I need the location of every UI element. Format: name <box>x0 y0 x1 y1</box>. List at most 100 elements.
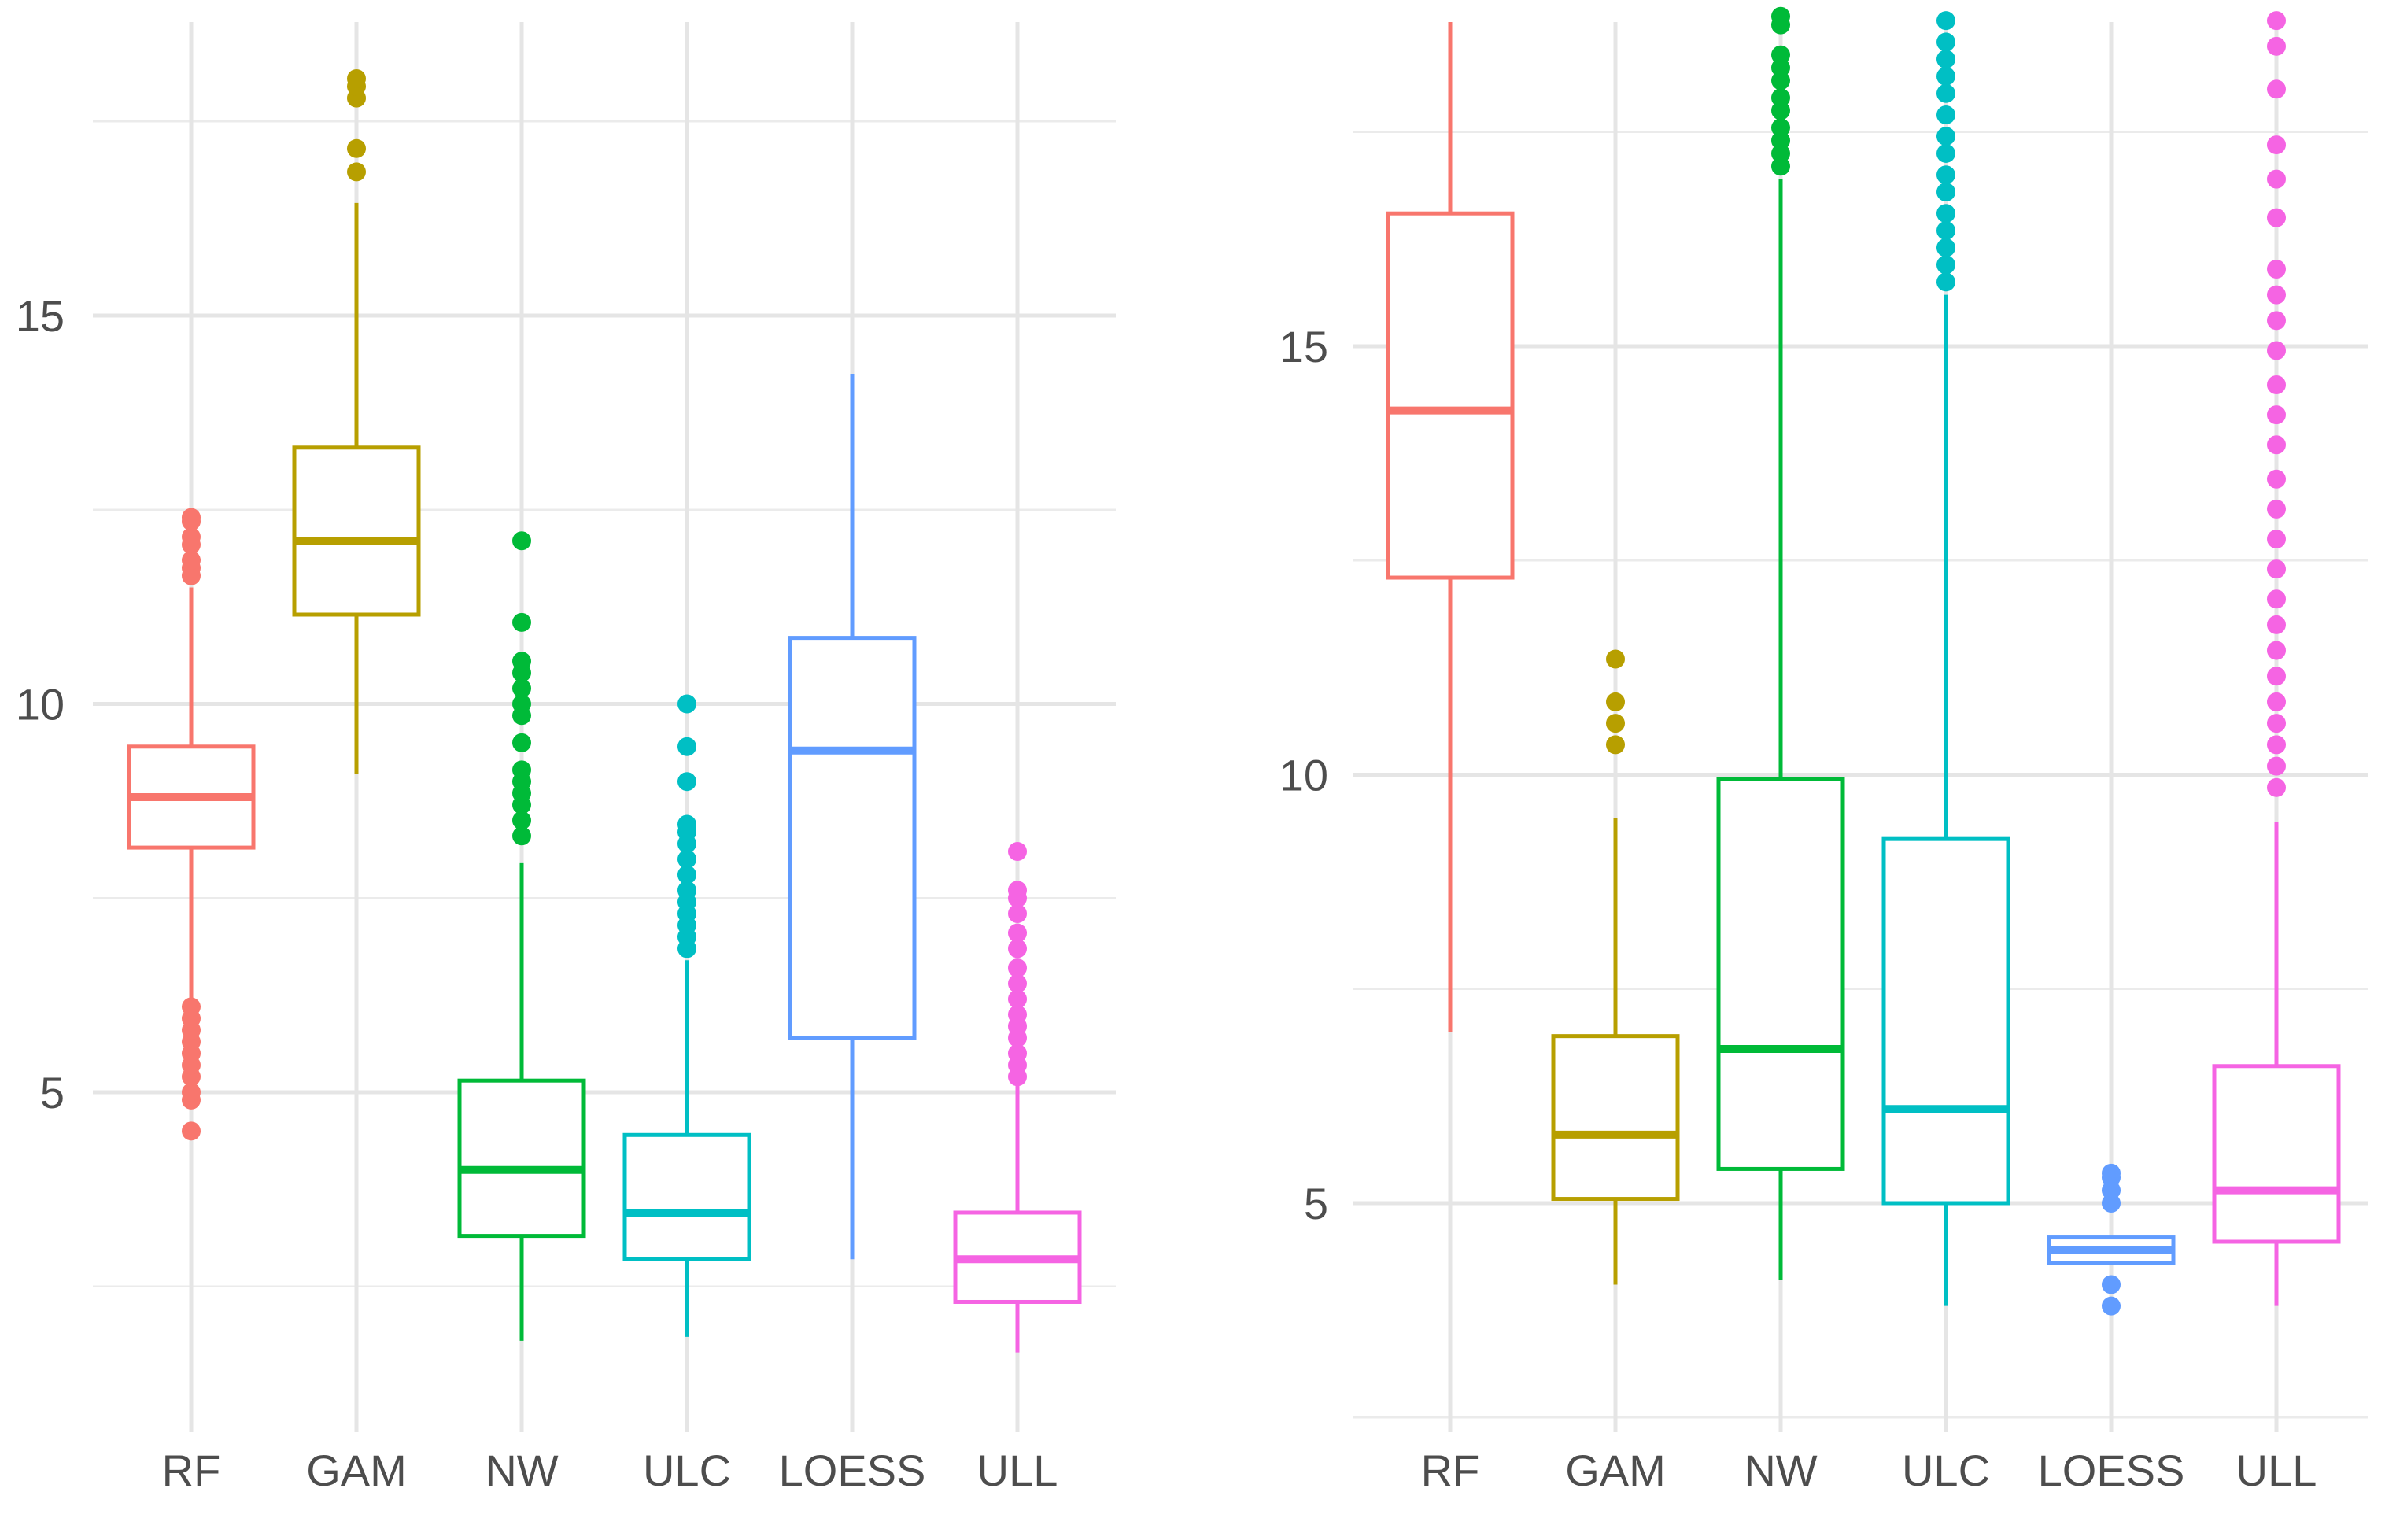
outlier-point <box>2267 469 2286 489</box>
outlier-point <box>2267 405 2286 425</box>
outlier-point <box>1936 238 1955 257</box>
iqr-box <box>1386 211 1515 580</box>
box-ull <box>2212 11 2341 1306</box>
outlier-point <box>2267 375 2286 395</box>
outlier-point <box>512 678 531 698</box>
outlier-point <box>2267 756 2286 776</box>
box-loess <box>2047 1163 2176 1316</box>
iqr-box <box>622 1132 751 1261</box>
outlier-point <box>1606 735 1625 755</box>
iqr-box <box>1716 777 1845 1171</box>
outlier-point <box>1936 50 1955 69</box>
outlier-point <box>1008 939 1027 958</box>
outlier-point <box>677 881 696 900</box>
outlier-point <box>1008 1043 1027 1063</box>
x-tick-label: ULC <box>643 1446 731 1495</box>
outlier-point <box>677 814 696 834</box>
box-rf <box>127 508 256 1141</box>
outlier-point <box>1008 973 1027 993</box>
outlier-point <box>2267 667 2286 686</box>
outlier-point <box>1606 714 1625 733</box>
outlier-point <box>677 772 696 792</box>
outlier-point <box>2267 589 2286 609</box>
outlier-point <box>1936 105 1955 124</box>
left-boxplot-panel: 5 10 15 RF GAM NW ULC LOESS ULL <box>16 22 1116 1495</box>
outlier-point <box>677 849 696 869</box>
outlier-point <box>1936 127 1955 146</box>
y-tick-label: 15 <box>1279 322 1328 371</box>
outlier-point <box>512 760 531 780</box>
outlier-point <box>2267 641 2286 660</box>
x-tick-label: ULL <box>977 1446 1058 1495</box>
outlier-point <box>1936 165 1955 185</box>
iqr-box <box>2212 1064 2341 1244</box>
outlier-point <box>182 1121 201 1141</box>
box-rf <box>1386 22 1515 1032</box>
outlier-point <box>347 68 366 88</box>
outlier-point <box>2267 735 2286 755</box>
outlier-point <box>1606 692 1625 711</box>
outlier-point <box>2102 1163 2121 1183</box>
x-tick-label: LOESS <box>2038 1446 2185 1495</box>
outlier-point <box>2267 499 2286 519</box>
x-tick-label: RF <box>162 1446 221 1495</box>
iqr-box <box>1551 1034 1680 1202</box>
outlier-point <box>1771 88 1790 108</box>
outlier-point <box>2267 615 2286 634</box>
outlier-point <box>2102 1296 2121 1316</box>
outlier-point <box>2267 79 2286 99</box>
outlier-point <box>1936 182 1955 201</box>
outlier-point <box>1008 923 1027 943</box>
outlier-point <box>1936 11 1955 31</box>
box-nw <box>1716 6 1845 1281</box>
y-tick-label: 15 <box>16 291 65 341</box>
outlier-point <box>1936 204 1955 223</box>
outlier-point <box>512 733 531 752</box>
outlier-point <box>1008 989 1027 1009</box>
box-gam <box>1551 649 1680 1285</box>
outlier-point <box>1771 118 1790 138</box>
x-tick-label: RF <box>1421 1446 1480 1495</box>
outlier-point <box>1606 649 1625 669</box>
outlier-point <box>1936 255 1955 275</box>
box-loess <box>788 374 917 1260</box>
outlier-point <box>2102 1275 2121 1294</box>
x-tick-label: GAM <box>306 1446 407 1495</box>
box-ull <box>953 842 1082 1353</box>
iqr-box <box>292 445 421 617</box>
outlier-point <box>2267 559 2286 579</box>
iqr-box <box>1881 836 2010 1206</box>
outlier-point <box>347 138 366 158</box>
outlier-point <box>2267 208 2286 227</box>
outlier-point <box>1936 66 1955 86</box>
outlier-point <box>512 694 531 714</box>
outlier-point <box>677 694 696 714</box>
outlier-point <box>1936 272 1955 292</box>
y-tick-label: 10 <box>16 680 65 729</box>
outlier-point <box>2267 777 2286 797</box>
x-tick-label: ULL <box>2236 1446 2317 1495</box>
y-tick-label: 10 <box>1279 751 1328 800</box>
outlier-point <box>512 826 531 846</box>
outlier-point <box>1936 143 1955 163</box>
outlier-point <box>2267 692 2286 711</box>
outlier-point <box>2267 530 2286 549</box>
outlier-point <box>1008 1005 1027 1025</box>
outlier-point <box>182 508 201 527</box>
x-tick-label: GAM <box>1565 1446 1666 1495</box>
right-boxplot-panel: 5 10 15 RF GAM NW ULC LOESS ULL <box>1279 6 2368 1495</box>
outlier-point <box>2267 36 2286 56</box>
box-gam <box>292 68 421 774</box>
outlier-point <box>2267 311 2286 331</box>
outlier-point <box>2267 341 2286 360</box>
outlier-point <box>2267 11 2286 31</box>
outlier-point <box>512 811 531 830</box>
x-tick-label: NW <box>485 1446 558 1495</box>
outlier-point <box>182 550 201 570</box>
box-ulc <box>622 694 751 1337</box>
outlier-point <box>512 652 531 671</box>
outlier-point <box>2267 435 2286 455</box>
outlier-point <box>2267 714 2286 733</box>
outlier-point <box>1936 220 1955 240</box>
